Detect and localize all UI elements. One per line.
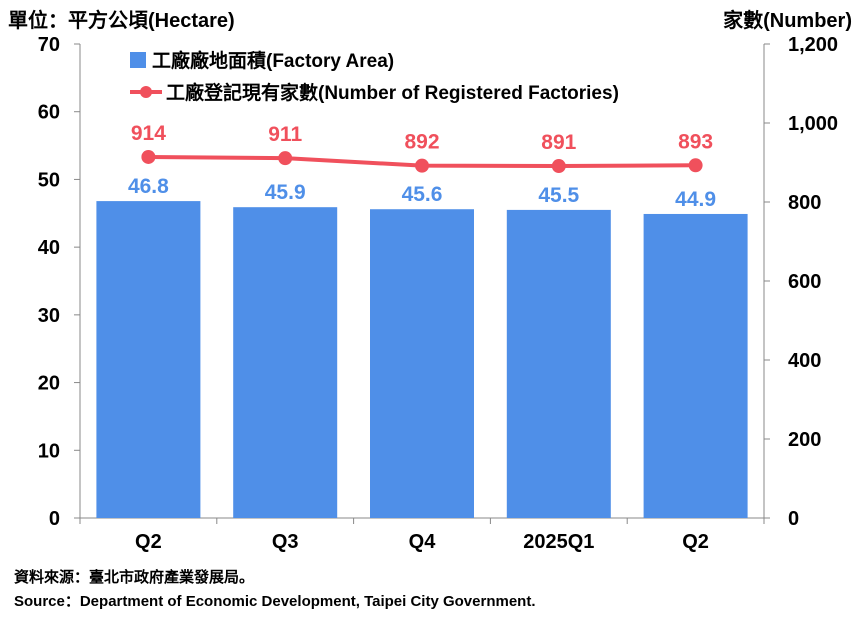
bar-data-label: 44.9 <box>675 188 716 211</box>
right-axis-tick-label: 800 <box>788 192 821 214</box>
legend-label-factory-area: 工廠廠地面積(Factory Area) <box>152 49 394 72</box>
left-axis-tick-label: 70 <box>38 34 60 56</box>
line-data-label: 911 <box>268 123 302 146</box>
source-note-english: Source：Department of Economic Developmen… <box>14 593 536 610</box>
line-point-registered-factories <box>141 149 156 164</box>
right-axis-tick-label: 1,200 <box>788 34 838 56</box>
left-axis-tick-label: 20 <box>38 373 60 395</box>
right-axis-tick-label: 200 <box>788 429 821 451</box>
x-axis-tick-label: 2025Q1 <box>523 531 594 553</box>
factory-chart: 0 10 20 30 40 50 60 70 0 200 400 600 800 1,000 1,200 Q2… <box>38 34 838 553</box>
left-axis-tick-label: 60 <box>38 102 60 124</box>
line-point-registered-factories <box>278 151 293 166</box>
legend-marker-registered-factories <box>140 86 152 98</box>
line-data-label: 891 <box>541 131 576 154</box>
left-axis-tick-label: 50 <box>38 169 60 191</box>
bar-data-label: 45.6 <box>402 183 443 206</box>
bar-factory-area <box>370 209 474 519</box>
right-axis-tick-label: 0 <box>788 508 799 530</box>
bar-data-label: 45.9 <box>265 181 306 204</box>
left-axis-tick-label: 10 <box>38 440 60 462</box>
legend-label-registered-factories: 工廠登記現有家數(Number of Registered Factories) <box>166 81 619 104</box>
x-axis-tick-label: Q4 <box>409 531 437 553</box>
left-axis-tick-label: 30 <box>38 305 60 327</box>
line-data-label: 893 <box>678 130 713 153</box>
left-axis-tick-label: 0 <box>49 508 60 530</box>
line-data-label: 914 <box>131 122 166 145</box>
line-data-label: 892 <box>404 131 439 154</box>
line-point-registered-factories <box>551 159 566 174</box>
right-axis-tick-label: 1,000 <box>788 113 838 135</box>
x-axis-tick-label: Q2 <box>682 531 709 553</box>
source-note-chinese: 資料來源：臺北市政府產業發展局。 <box>14 569 255 586</box>
line-point-registered-factories <box>415 158 429 173</box>
left-axis-unit-label: 單位：平方公頃(Hectare) <box>8 10 235 32</box>
bar-factory-area <box>233 207 338 519</box>
bar-factory-area <box>96 201 201 518</box>
x-axis-tick-label: Q3 <box>272 531 299 553</box>
bar-factory-area <box>643 213 748 518</box>
x-axis-tick-label: Q2 <box>135 531 162 553</box>
bar-factory-area <box>506 209 611 518</box>
bar-data-label: 45.5 <box>538 184 579 207</box>
line-point-registered-factories <box>688 158 703 173</box>
right-axis-tick-label: 600 <box>788 271 821 293</box>
left-axis-tick-label: 40 <box>38 237 60 259</box>
right-axis-tick-label: 400 <box>788 350 821 372</box>
legend-swatch-factory-area <box>130 52 146 68</box>
right-axis-unit-label: 家數(Number) <box>723 10 852 32</box>
bar-data-label: 46.8 <box>128 175 169 198</box>
